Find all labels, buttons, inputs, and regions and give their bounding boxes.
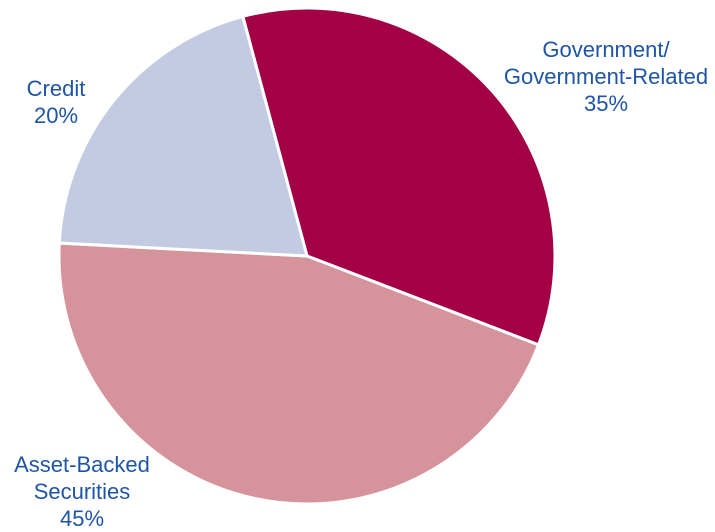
slice-label-asset-backed-line1: Asset-Backed [14,452,150,477]
slice-label-asset-backed-line2: Securities [34,479,131,504]
slice-label-government: Government/ Government-Related 35% [504,37,708,116]
slice-value-credit: 20% [34,103,78,128]
slice-label-government-line2: Government-Related [504,64,708,89]
pie-slice-asset-backed [57,241,541,506]
pie-slice-credit [57,14,309,258]
slice-label-government-line1: Government/ [542,37,670,62]
slice-value-asset-backed: 45% [60,506,104,531]
slice-label-credit: Credit 20% [27,76,86,128]
slice-label-asset-backed: Asset-Backed Securities 45% [14,452,150,531]
slice-label-credit-line1: Credit [27,76,86,101]
slice-value-government: 35% [584,91,628,116]
pie-slices [57,6,557,506]
